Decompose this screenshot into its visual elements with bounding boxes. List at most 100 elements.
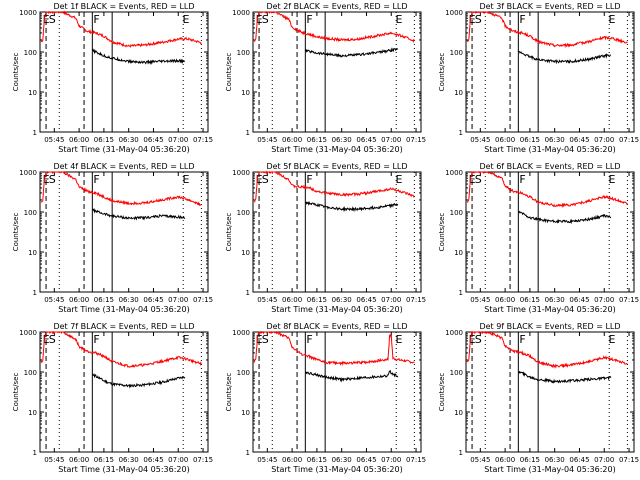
events-series-line: [517, 210, 612, 225]
marker-letter: S: [475, 13, 482, 26]
x-axis-label: Start Time (31-May-04 05:36:20): [58, 305, 189, 314]
marker-letter: S: [475, 333, 482, 346]
y-tick-label: 1000: [445, 329, 463, 337]
detector-panel-8: Det 8f BLACK = Events, RED = LLD 1 10 100 10…: [225, 322, 426, 474]
x-tick-label: 06:15: [307, 296, 327, 304]
marker-letter: F: [93, 13, 99, 26]
y-tick-label: 100: [450, 369, 463, 377]
panel-title: Det 9f BLACK = Events, RED = LLD: [479, 322, 620, 331]
detector-panel-4: Det 4f BLACK = Events, RED = LLD 1 10 100 10…: [12, 162, 213, 314]
panel-title: Det 4f BLACK = Events, RED = LLD: [53, 162, 194, 171]
y-tick-label: 100: [450, 49, 463, 57]
x-tick-label: 05:45: [470, 296, 490, 304]
marker-letter: F: [306, 333, 312, 346]
x-tick-label: 05:45: [257, 456, 277, 464]
marker-letter: E: [469, 333, 476, 346]
plot-frame: [39, 171, 209, 293]
y-axis-label: Counts/sec: [225, 373, 233, 412]
x-tick-label: 06:30: [119, 456, 139, 464]
detector-panel-5: Det 5f BLACK = Events, RED = LLD 1 10 100 10…: [225, 162, 426, 314]
y-tick-label: 10: [28, 409, 37, 417]
x-tick-label: 07:15: [619, 456, 639, 464]
y-tick-label: 10: [241, 409, 250, 417]
x-axis-label: Start Time (31-May-04 05:36:20): [58, 145, 189, 154]
y-tick-label: 100: [450, 209, 463, 217]
y-tick-label: 1: [246, 129, 250, 137]
detector-panel-9: Det 9f BLACK = Events, RED = LLD 1 10 100 10…: [438, 322, 639, 474]
x-tick-label: 07:00: [168, 296, 188, 304]
y-tick-label: 1000: [232, 329, 250, 337]
plot-frame: [252, 11, 422, 133]
y-tick-label: 100: [24, 369, 37, 377]
y-tick-label: 1: [246, 449, 250, 457]
lld-series-line: [254, 11, 415, 44]
events-series-line: [91, 48, 186, 65]
y-tick-label: 1000: [19, 329, 37, 337]
y-tick-label: 1: [459, 449, 463, 457]
lld-series-line: [40, 171, 202, 206]
y-tick-label: 100: [237, 49, 250, 57]
x-tick-label: 05:45: [44, 296, 64, 304]
x-tick-label: 06:15: [520, 296, 540, 304]
x-tick-label: 06:15: [520, 456, 540, 464]
marker-letter: S: [49, 333, 56, 346]
y-tick-label: 1000: [445, 9, 463, 17]
y-tick-label: 1: [33, 449, 37, 457]
y-tick-label: 100: [24, 209, 37, 217]
x-tick-label: 05:45: [257, 296, 277, 304]
events-series-line: [305, 47, 398, 58]
detector-panel-7: Det 7f BLACK = Events, RED = LLD 1 10 100 10…: [12, 322, 213, 474]
detector-panel-6: Det 6f BLACK = Events, RED = LLD 1 10 100 10…: [438, 162, 639, 314]
y-tick-label: 10: [454, 249, 463, 257]
x-tick-label: 07:15: [406, 456, 426, 464]
y-tick-label: 10: [454, 89, 463, 97]
x-tick-label: 06:30: [545, 456, 565, 464]
plot-frame: [465, 331, 635, 453]
marker-letter: E: [43, 13, 50, 26]
plot-frame: [465, 11, 635, 133]
x-tick-label: 06:15: [307, 456, 327, 464]
y-tick-label: 1000: [232, 169, 250, 177]
x-tick-label: 07:00: [168, 136, 188, 144]
x-tick-label: 06:45: [569, 136, 589, 144]
marker-letter: F: [519, 333, 525, 346]
y-tick-label: 1000: [232, 9, 250, 17]
x-axis-label: Start Time (31-May-04 05:36:20): [271, 145, 402, 154]
x-tick-label: 07:15: [406, 136, 426, 144]
panel-title: Det 6f BLACK = Events, RED = LLD: [479, 162, 620, 171]
y-tick-label: 100: [237, 209, 250, 217]
x-tick-label: 05:45: [470, 456, 490, 464]
x-tick-label: 06:00: [282, 456, 302, 464]
x-tick-label: 05:45: [257, 136, 277, 144]
plot-frame: [252, 171, 422, 293]
panel-title: Det 3f BLACK = Events, RED = LLD: [479, 2, 620, 11]
marker-letter: F: [93, 173, 99, 186]
x-tick-label: 06:30: [332, 456, 352, 464]
x-tick-label: 06:30: [332, 136, 352, 144]
marker-letter: F: [93, 333, 99, 346]
marker-letter: E: [256, 333, 263, 346]
marker-letter: S: [49, 13, 56, 26]
y-tick-label: 1000: [19, 169, 37, 177]
y-axis-label: Counts/sec: [12, 53, 20, 92]
lld-series-line: [466, 171, 628, 209]
x-tick-label: 06:45: [143, 456, 163, 464]
x-tick-label: 07:15: [619, 136, 639, 144]
x-tick-label: 06:45: [143, 296, 163, 304]
marker-letter: E: [183, 333, 190, 346]
x-tick-label: 06:45: [569, 456, 589, 464]
marker-letter: F: [519, 173, 525, 186]
x-tick-label: 06:30: [545, 296, 565, 304]
y-tick-label: 1: [246, 289, 250, 297]
x-tick-label: 06:30: [545, 136, 565, 144]
x-tick-label: 06:30: [119, 296, 139, 304]
detector-panel-1: Det 1f BLACK = Events, RED = LLD 1 10 100 10…: [12, 2, 213, 154]
x-tick-label: 07:00: [594, 136, 614, 144]
y-tick-label: 100: [24, 49, 37, 57]
marker-letter: E: [396, 173, 403, 186]
events-series-line: [91, 208, 186, 221]
marker-letter: E: [43, 173, 50, 186]
panel-title: Det 8f BLACK = Events, RED = LLD: [266, 322, 407, 331]
marker-letter: E: [609, 333, 616, 346]
marker-letter: E: [256, 13, 263, 26]
